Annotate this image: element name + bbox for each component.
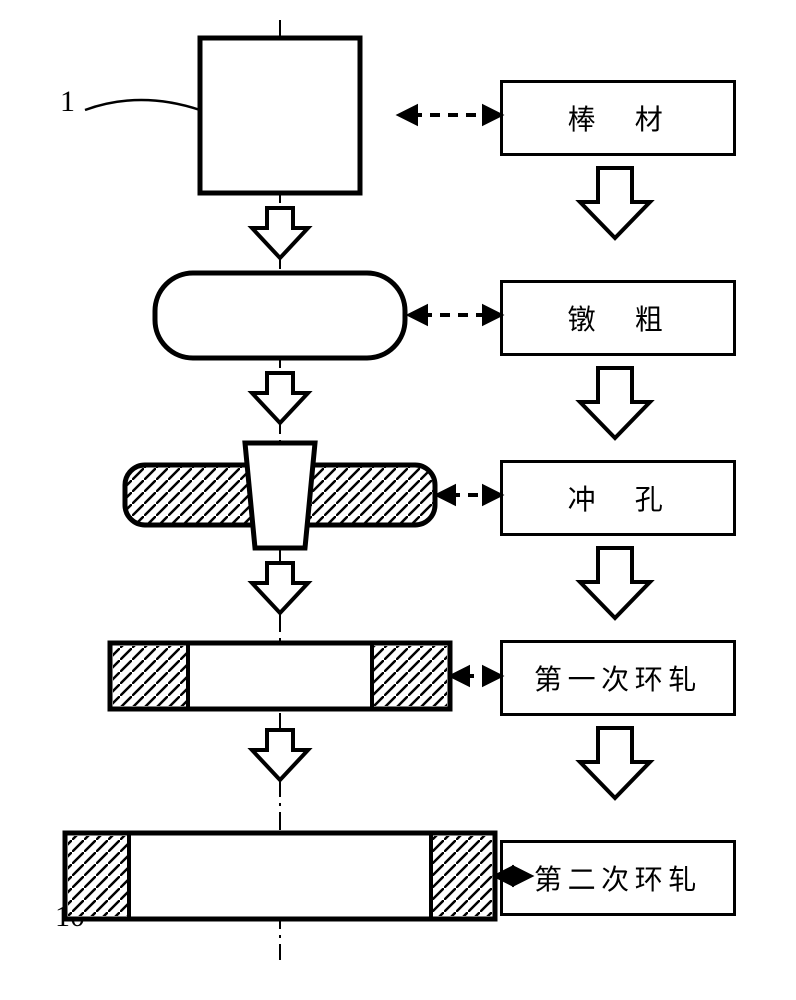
link-arrows	[0, 0, 796, 1000]
diagram-canvas: 1 10	[0, 0, 796, 1000]
